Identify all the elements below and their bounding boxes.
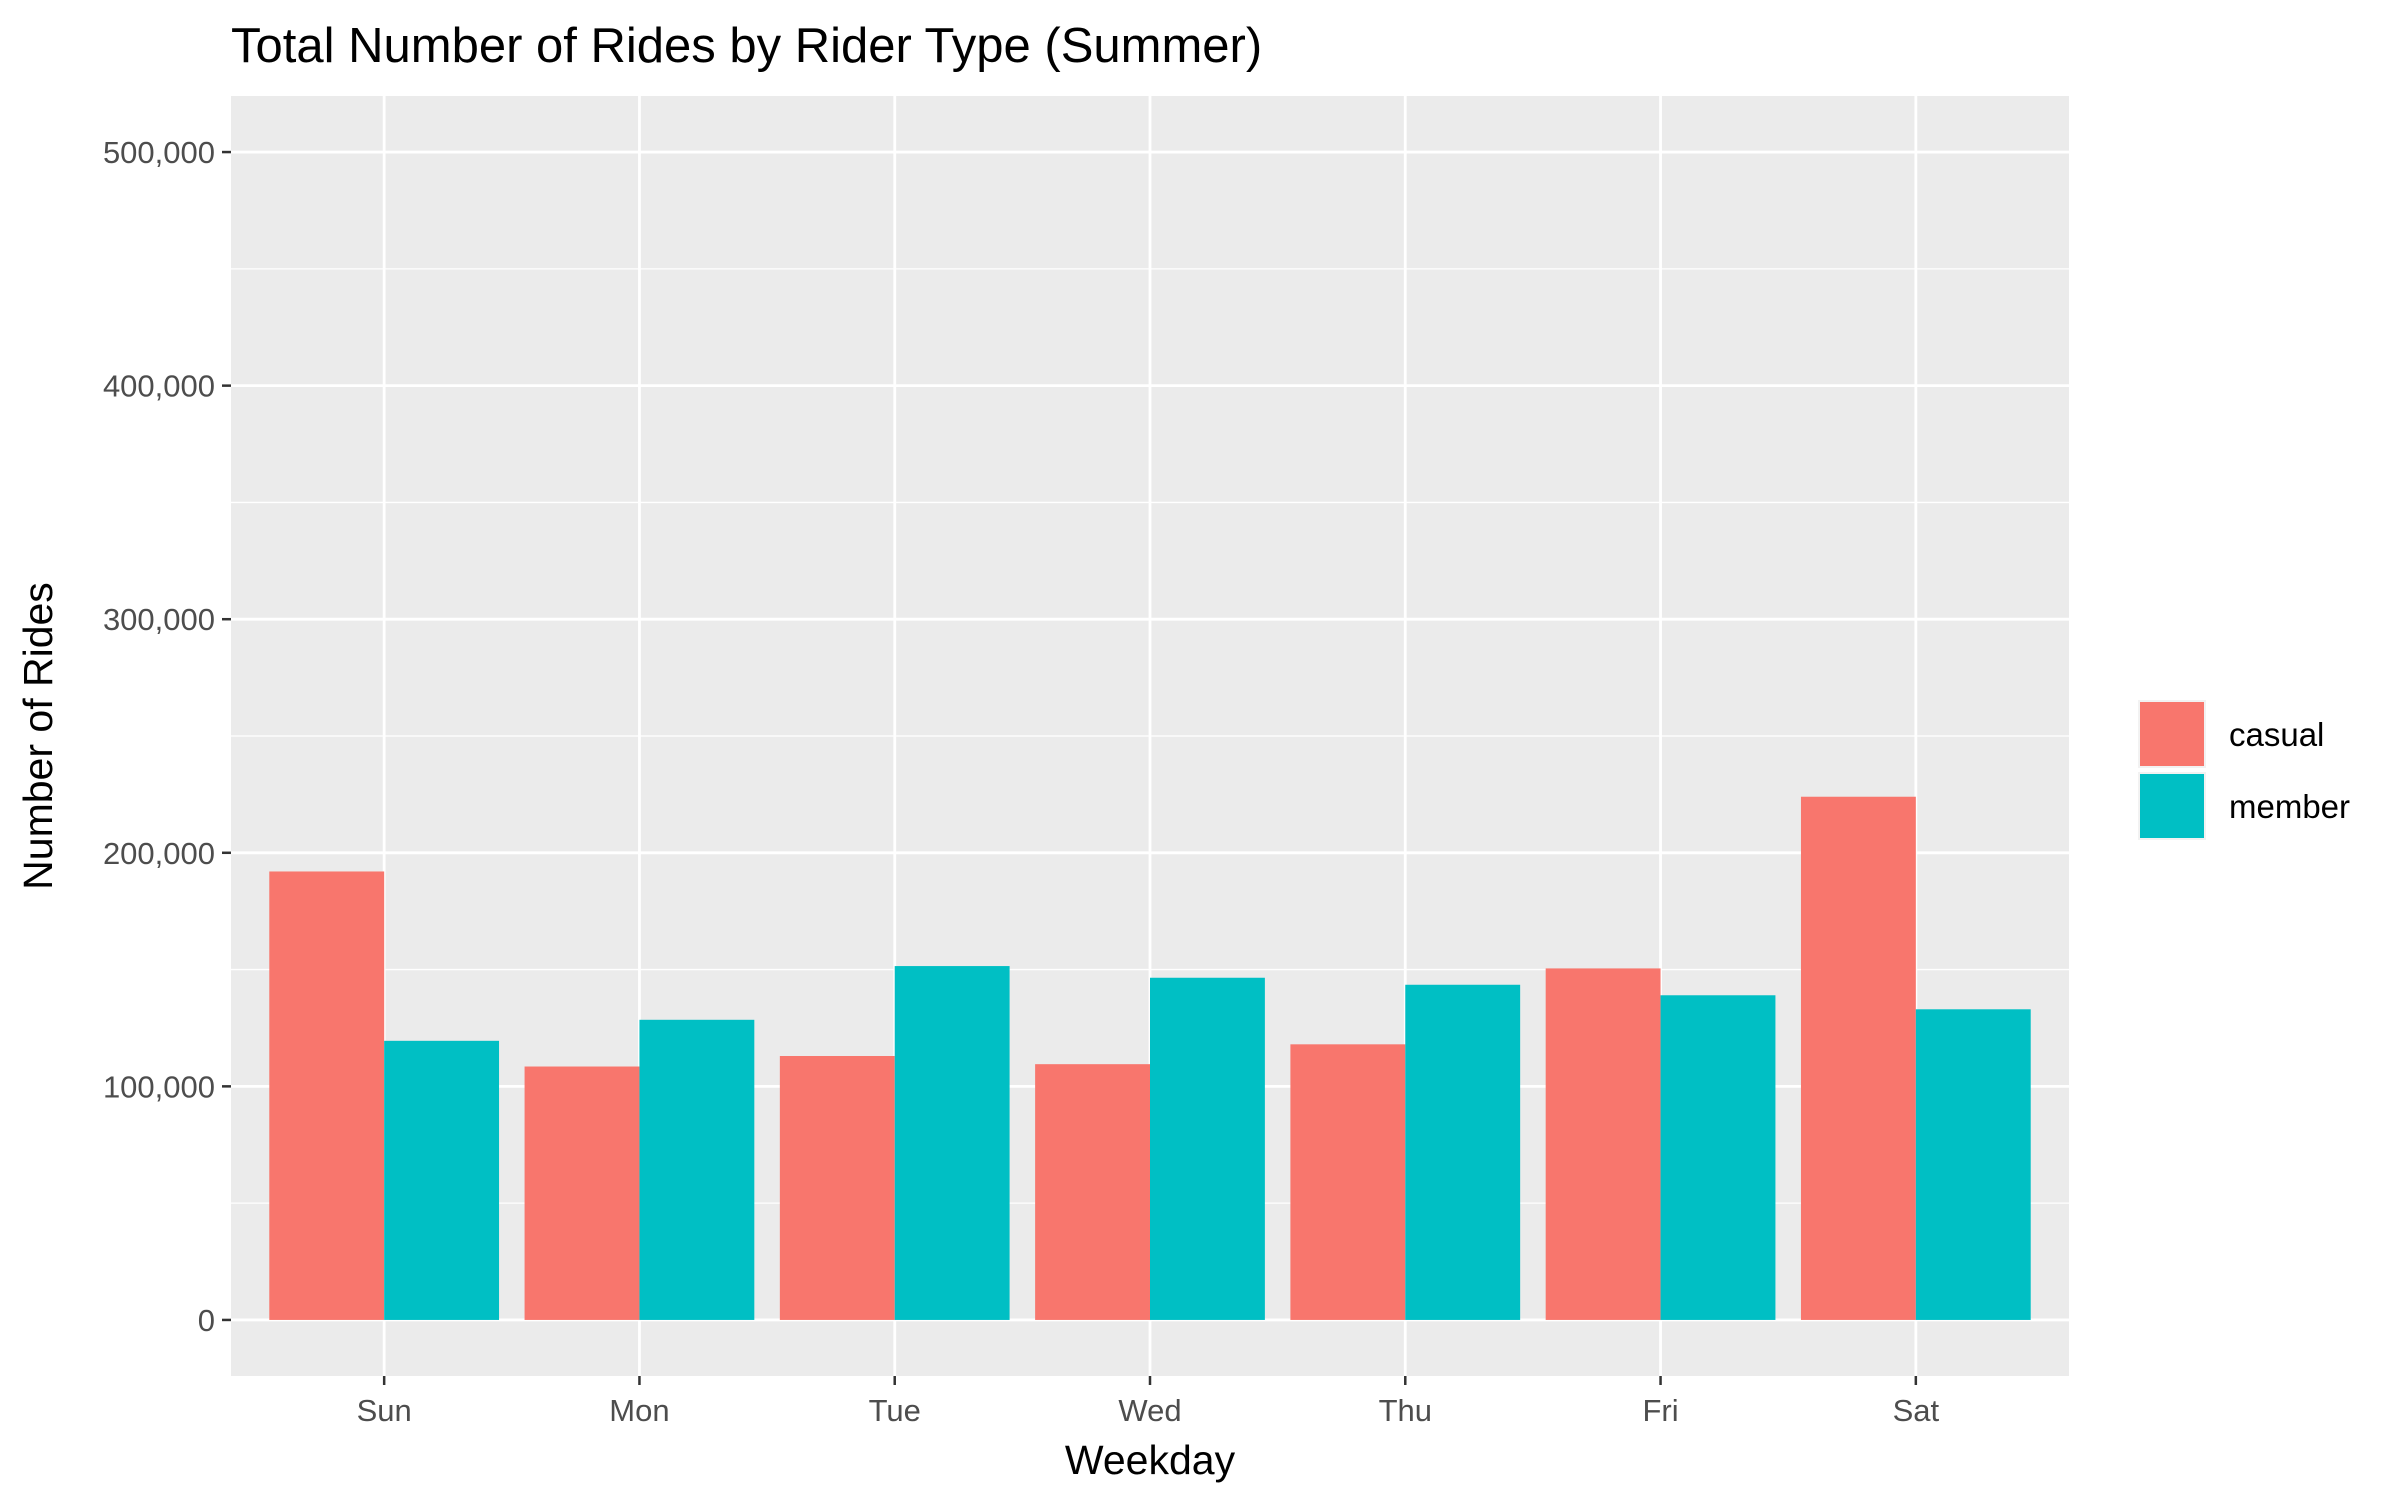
y-tick-label: 500,000 [103, 135, 215, 170]
bar-casual-sun [269, 871, 385, 1320]
x-tick-label: Mon [609, 1393, 669, 1428]
y-tick-label: 200,000 [103, 836, 215, 871]
x-axis: Sun Mon Tue Wed Thu Fri Sat [357, 1376, 1940, 1428]
legend: casual member [2138, 700, 2350, 840]
x-tick-label: Tue [869, 1393, 921, 1428]
y-tick-label: 100,000 [103, 1069, 215, 1104]
bar-casual-fri [1545, 968, 1661, 1320]
bar-member-sun [384, 1040, 500, 1320]
bar-member-sat [1915, 1009, 2031, 1320]
bar-member-tue [894, 966, 1010, 1320]
bar-casual-thu [1290, 1044, 1406, 1320]
y-tick-label: 300,000 [103, 602, 215, 637]
x-tick-label: Fri [1642, 1393, 1678, 1428]
y-axis: 0 100,000 200,000 300,000 400,000 500,000 [103, 135, 231, 1338]
y-tick-label: 400,000 [103, 369, 215, 404]
legend-label-casual: casual [2229, 716, 2324, 753]
bar-member-fri [1660, 995, 1776, 1320]
legend-swatch-member [2140, 774, 2204, 838]
bar-member-wed [1150, 977, 1265, 1320]
x-tick-label: Thu [1379, 1393, 1432, 1428]
bars [269, 796, 2031, 1320]
bar-casual-wed [1035, 1064, 1150, 1320]
x-axis-title: Weekday [1065, 1437, 1236, 1483]
x-tick-label: Sat [1893, 1393, 1940, 1428]
bar-member-thu [1405, 984, 1521, 1320]
major-gridlines [231, 96, 2069, 1376]
x-tick-label: Sun [357, 1393, 412, 1428]
y-tick-label: 0 [198, 1303, 215, 1338]
bar-casual-tue [779, 1056, 895, 1320]
bar-casual-sat [1800, 796, 1916, 1320]
bar-member-mon [639, 1019, 755, 1320]
x-tick-label: Wed [1118, 1393, 1181, 1428]
legend-label-member: member [2229, 788, 2350, 825]
legend-swatch-casual [2140, 702, 2204, 766]
chart-title: Total Number of Rides by Rider Type (Sum… [231, 19, 1262, 73]
bar-casual-mon [524, 1066, 640, 1320]
y-axis-title: Number of Rides [15, 582, 61, 890]
